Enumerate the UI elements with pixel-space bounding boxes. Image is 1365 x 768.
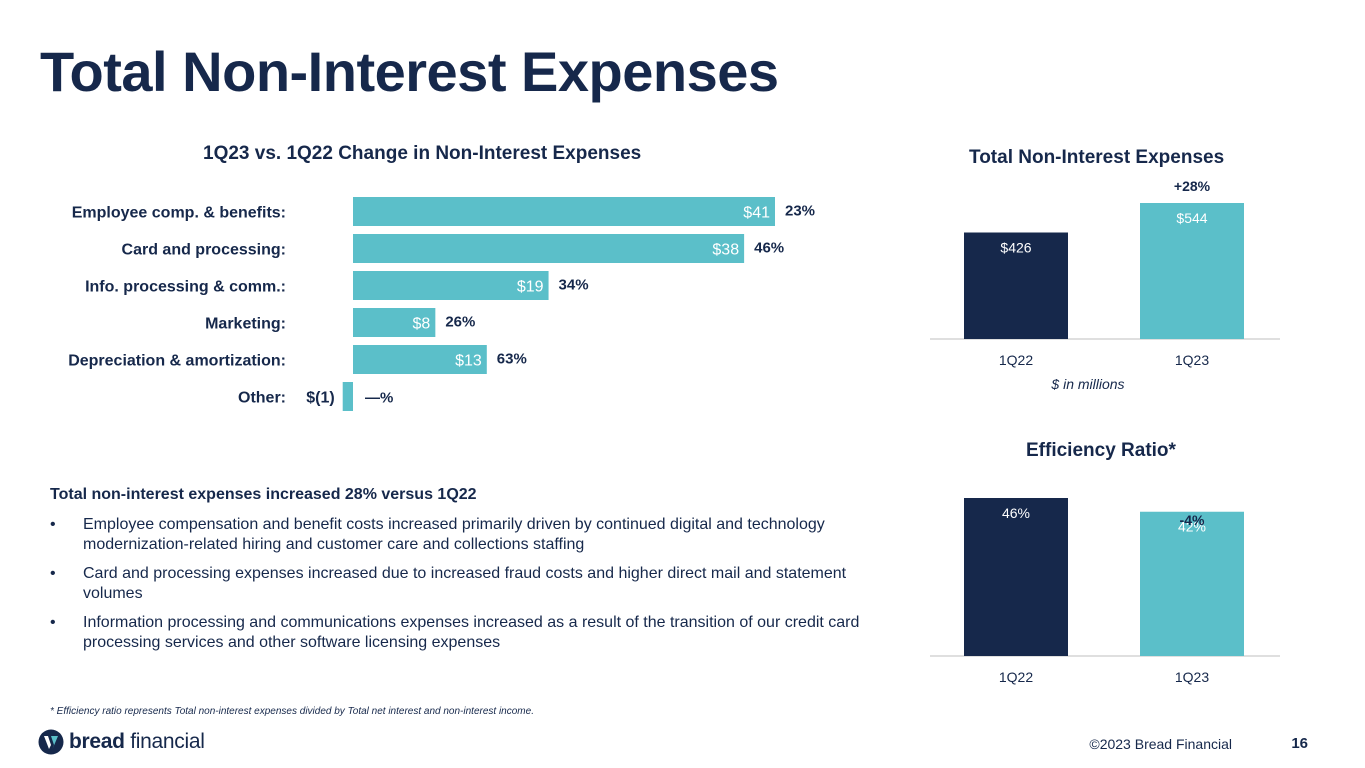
bullet-marker: •: [50, 565, 56, 582]
page-number: 16: [1291, 735, 1308, 752]
category-label: 1Q23: [1175, 669, 1209, 685]
value-label: $38: [712, 242, 739, 259]
change-chart-title: 1Q23 vs. 1Q22 Change in Non-Interest Exp…: [203, 143, 642, 164]
percent-label: 34%: [559, 277, 589, 294]
change-bar-chart: Employee comp. & benefits: $41 23% Card and…: [68, 197, 815, 411]
copyright: ©2023 Bread Financial: [1089, 736, 1232, 752]
bar: [342, 382, 353, 411]
percent-label: 26%: [445, 314, 475, 331]
value-label: $19: [517, 279, 544, 296]
footnote: * Efficiency ratio represents Total non-…: [50, 706, 534, 717]
summary-bullet-text: Employee compensation and benefit costs …: [83, 516, 825, 553]
logo-wordmark-bold: bread: [69, 730, 125, 753]
category-label: 1Q22: [999, 669, 1033, 685]
category-label: Depreciation & amortization:: [68, 353, 286, 370]
bread-financial-logo: bread financial: [38, 729, 205, 755]
percent-label: —%: [365, 390, 393, 407]
logo-wordmark-light: financial: [130, 730, 205, 753]
value-label: $41: [743, 205, 770, 222]
category-label: Employee comp. & benefits:: [72, 205, 286, 222]
change-label: -4%: [1180, 512, 1205, 528]
bar: [964, 232, 1068, 339]
total-chart-title: Total Non-Interest Expenses: [969, 147, 1225, 168]
bar: [1140, 203, 1244, 339]
summary-heading: Total non-interest expenses increased 28…: [50, 486, 477, 503]
bullet-marker: •: [50, 516, 56, 533]
bar: [353, 345, 487, 374]
summary-bullet-list: • Employee compensation and benefit cost…: [50, 515, 910, 653]
summary-bullet-text: Information processing and communication…: [83, 614, 860, 651]
bar: [353, 308, 436, 337]
units-note: $ in millions: [1050, 376, 1124, 392]
category-label: 1Q22: [999, 352, 1033, 368]
value-label: $13: [455, 353, 482, 370]
percent-label: 23%: [785, 203, 815, 220]
bar: [964, 498, 1068, 656]
summary-bullet: • Card and processing expenses increased…: [50, 564, 910, 604]
summary-bullet-text: Card and processing expenses increased d…: [83, 565, 847, 602]
value-label: $8: [413, 316, 431, 333]
logo-wordmark: bread financial: [69, 730, 205, 754]
summary-bullet: • Employee compensation and benefit cost…: [50, 515, 910, 555]
summary-bullet: • Information processing and communicati…: [50, 613, 910, 653]
percent-label: 63%: [497, 351, 527, 368]
summary: Total non-interest expenses increased 28…: [50, 485, 910, 662]
value-label: 42%: [1178, 519, 1206, 535]
category-label: Info. processing & comm.:: [85, 279, 286, 296]
category-label: 1Q23: [1175, 352, 1209, 368]
value-label: $544: [1176, 210, 1207, 226]
bar: [353, 234, 745, 263]
value-label: 46%: [1002, 505, 1030, 521]
efficiency-ratio-chart: 46% 1Q22 42% 1Q23 -4%: [930, 498, 1280, 685]
bar: [1140, 511, 1244, 656]
value-label: $426: [1000, 240, 1031, 256]
total-expenses-chart: $426 1Q22 $544 1Q23 +28% $ in millions: [930, 178, 1280, 392]
change-label: +28%: [1174, 178, 1211, 194]
bullet-marker: •: [50, 614, 56, 631]
bar: [353, 197, 775, 226]
category-label: Card and processing:: [122, 242, 286, 259]
percent-label: 46%: [754, 240, 784, 257]
value-label: $(1): [306, 390, 334, 407]
efficiency-chart-title: Efficiency Ratio*: [1026, 440, 1176, 461]
category-label: Other:: [238, 390, 286, 407]
bar: [353, 271, 549, 300]
category-label: Marketing:: [205, 316, 286, 333]
page-title: Total Non-Interest Expenses: [40, 40, 779, 103]
bread-logo-icon: [38, 729, 64, 755]
